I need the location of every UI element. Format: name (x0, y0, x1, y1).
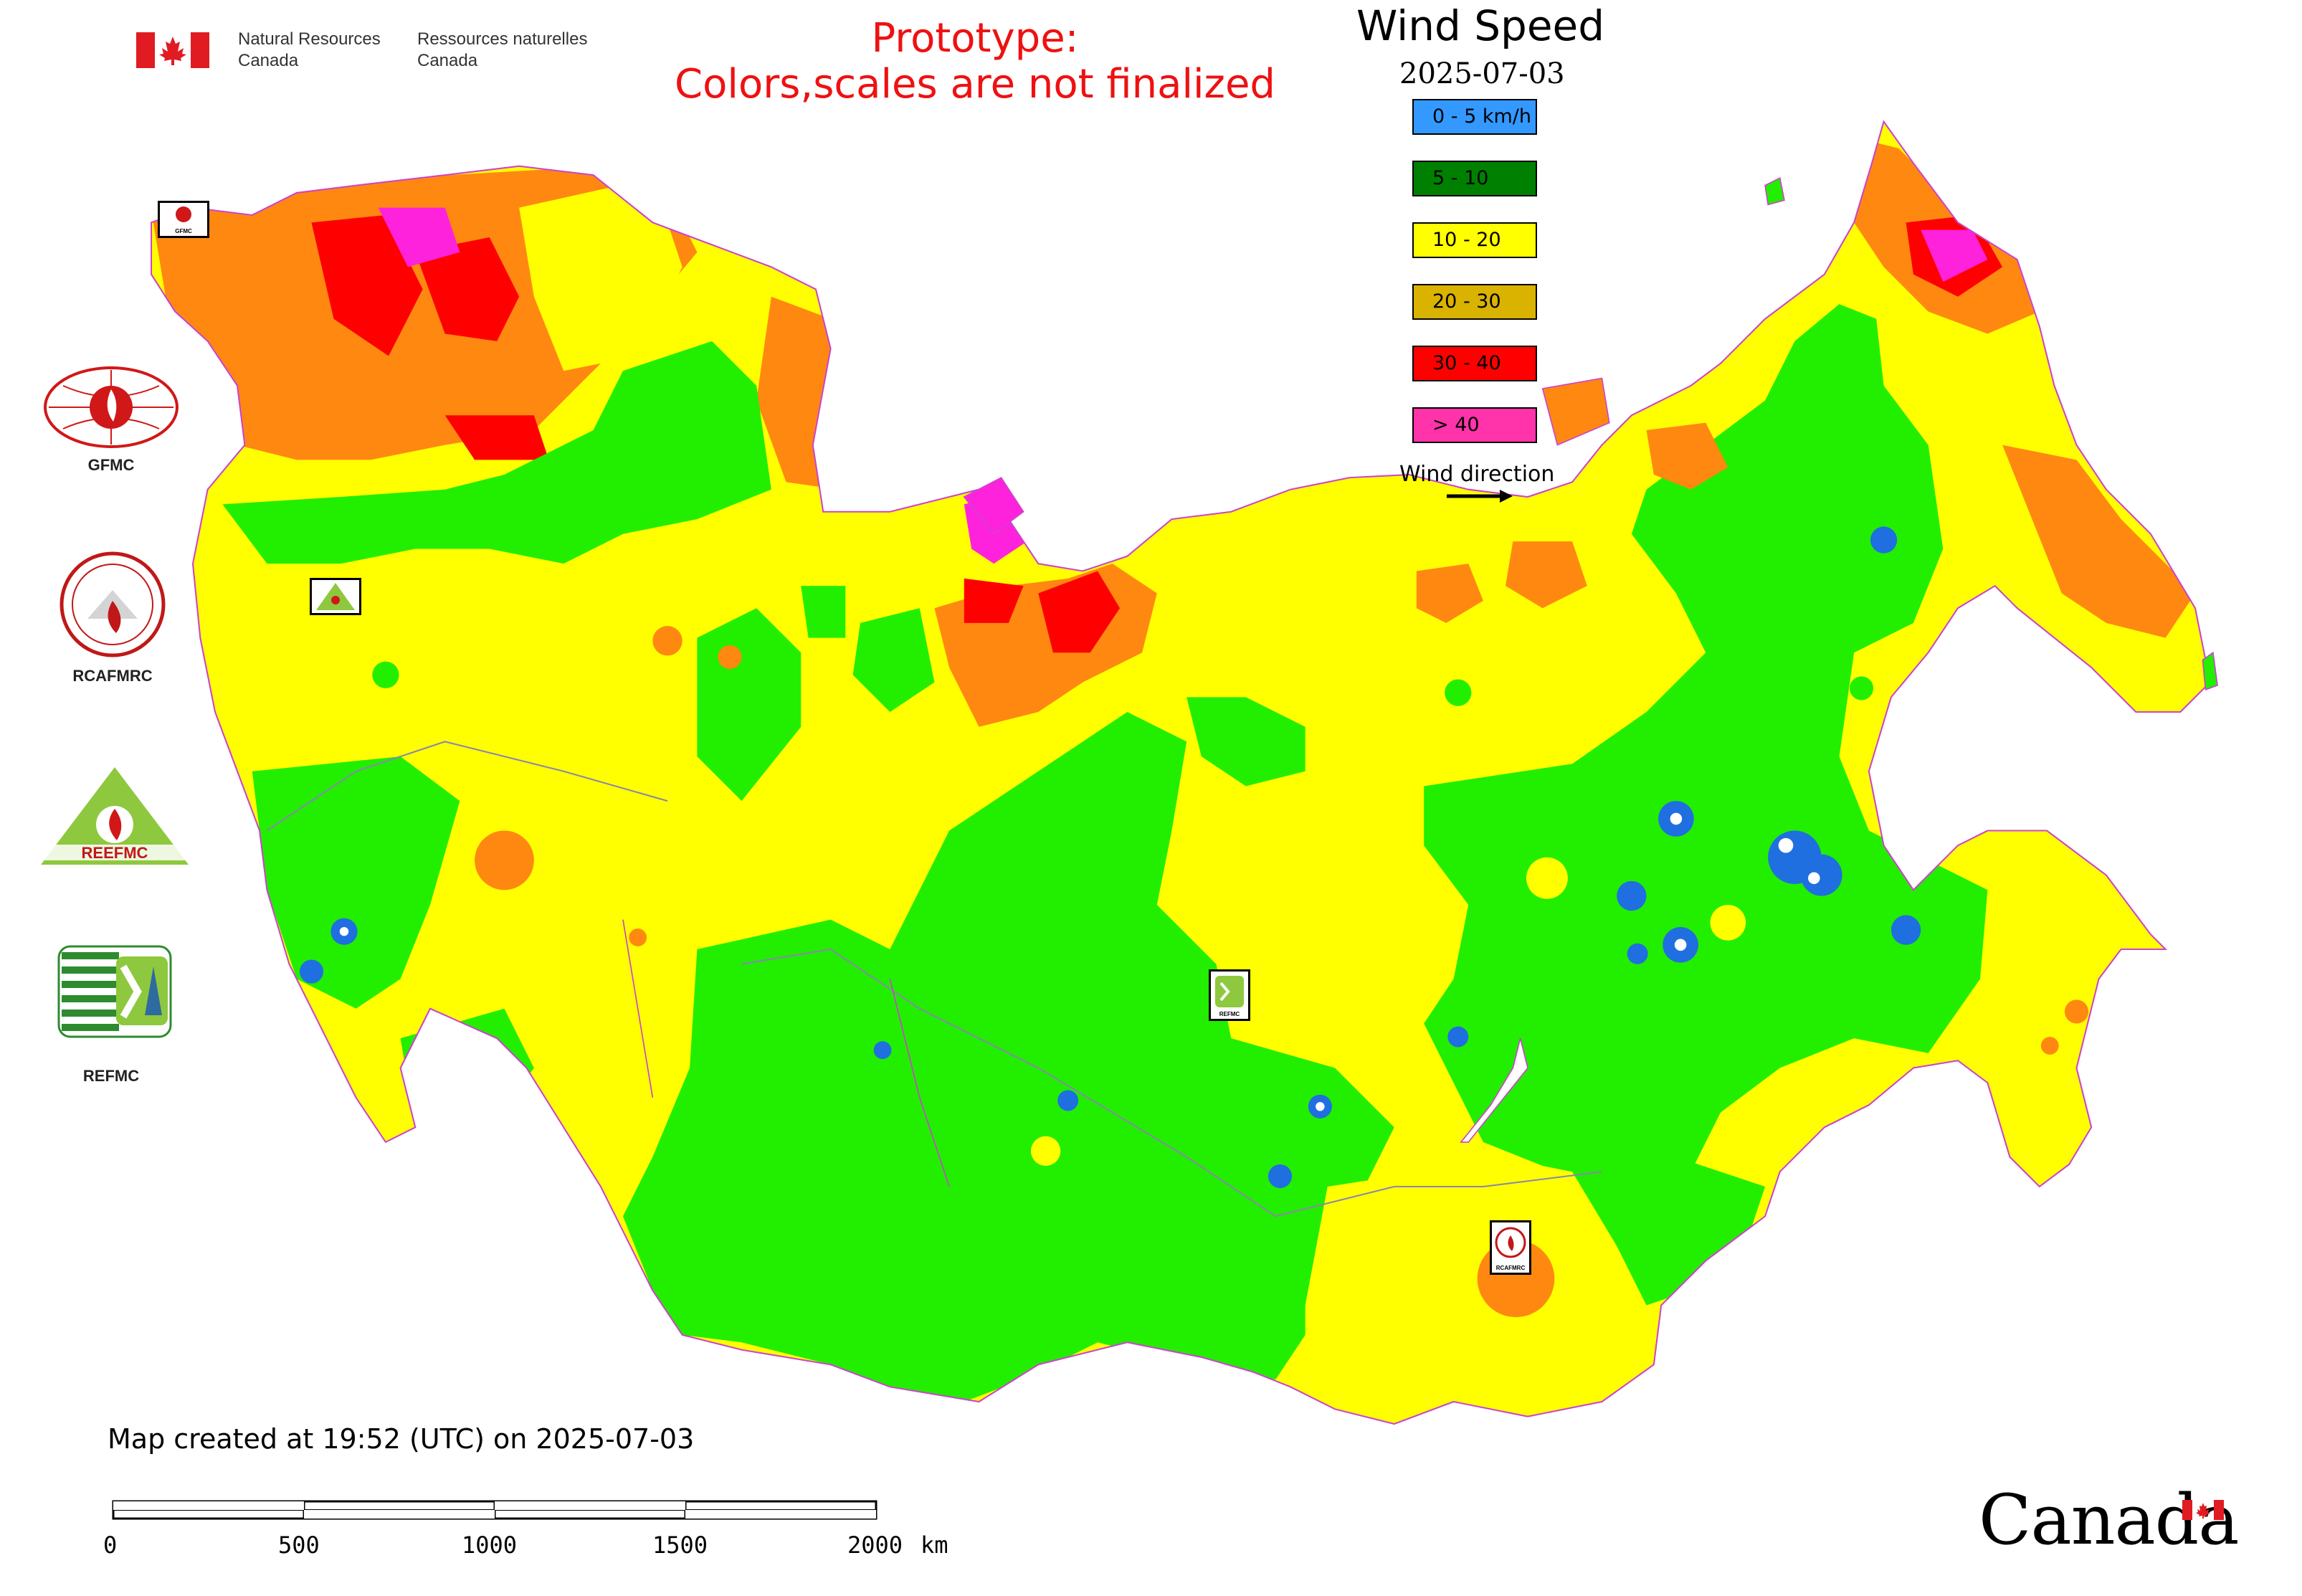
org-label-refmc: REFMC (82, 1067, 140, 1085)
agency-name-en: Natural Resources Canada (238, 29, 381, 70)
org-label-gfmc: GFMC (87, 456, 135, 474)
legend-label: 0 - 5 km/h (1432, 105, 1531, 128)
map-created-timestamp: Map created at 19:52 (UTC) on 2025-07-03 (108, 1423, 695, 1455)
canada-wordmark: Canada (1979, 1480, 2239, 1560)
gfmc-logo-icon (42, 364, 181, 450)
legend-label: 30 - 40 (1432, 352, 1501, 374)
legend-item-30-40: 30 - 40 (1412, 346, 1537, 381)
prototype-line-1: Prototype: (871, 15, 1079, 62)
map-title: Wind Speed (1356, 1, 1605, 50)
map-marker-refmc-label: REFMC (1219, 1011, 1240, 1017)
scale-label-0: 0 (103, 1531, 118, 1559)
wordmark-flag-icon (2182, 1500, 2224, 1520)
prototype-notice: Prototype: Colors,scales are not finaliz… (631, 16, 1319, 108)
legend-item-gt-40: > 40 (1412, 407, 1537, 443)
wind-arrow-icon (1444, 488, 1516, 505)
legend-label: 5 - 10 (1432, 167, 1489, 189)
reefmc-triangle-logo-icon: REEFMC (39, 766, 190, 866)
agency-name-fr: Ressources naturelles Canada (417, 29, 588, 70)
wind-direction-label: Wind direction (1399, 462, 1555, 487)
scale-bar (108, 1498, 882, 1523)
legend-item-5-10: 5 - 10 (1412, 161, 1537, 196)
rcafmrc-logo-icon (59, 551, 166, 658)
prototype-line-2: Colors,scales are not finalized (675, 61, 1275, 108)
map-date: 2025-07-03 (1399, 57, 1565, 90)
org-label-rcafmrc: RCAFMRC (72, 667, 153, 685)
map-marker-reefmc[interactable] (310, 578, 361, 615)
canada-flag-icon (136, 32, 209, 68)
svg-text:REEFMC: REEFMC (82, 844, 148, 862)
legend-label: 20 - 30 (1432, 290, 1501, 313)
scale-label-2000: 2000 (847, 1531, 903, 1559)
scale-label-1000: 1000 (462, 1531, 518, 1559)
legend-item-20-30: 20 - 30 (1412, 284, 1537, 320)
scale-label-1500: 1500 (652, 1531, 708, 1559)
scale-unit: km (921, 1531, 948, 1559)
map-marker-rcafmrc-label: RCAFMRC (1495, 1265, 1526, 1271)
map-marker-gfmc[interactable]: GFMC (158, 201, 209, 238)
map-marker-rcafmrc[interactable]: RCAFMRC (1490, 1220, 1531, 1275)
refmc-logo-icon (57, 945, 172, 1038)
legend-label: 10 - 20 (1432, 229, 1501, 251)
map-marker-refmc[interactable]: REFMC (1209, 969, 1250, 1021)
legend-item-10-20: 10 - 20 (1412, 222, 1537, 258)
legend-label: > 40 (1432, 414, 1480, 436)
scale-label-500: 500 (278, 1531, 320, 1559)
map-marker-gfmc-label: GFMC (175, 228, 192, 234)
legend-item-0-5: 0 - 5 km/h (1412, 99, 1537, 135)
